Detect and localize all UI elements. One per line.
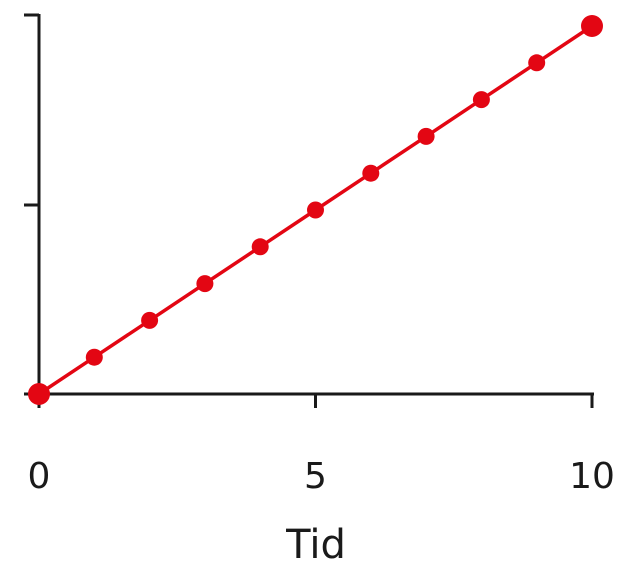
- x-axis: 0 5 10: [24, 392, 615, 497]
- data-point: [417, 127, 435, 145]
- x-tick-label: 10: [569, 456, 615, 497]
- data-point: [141, 311, 159, 329]
- data-point: [528, 54, 546, 72]
- data-point: [196, 275, 214, 293]
- x-tick-label: 0: [28, 456, 51, 497]
- data-point: [581, 15, 603, 37]
- x-tick-label: 5: [304, 456, 327, 497]
- x-axis-label: Tid: [285, 522, 346, 564]
- data-point: [362, 164, 380, 182]
- data-point: [472, 91, 490, 109]
- data-point: [307, 201, 324, 219]
- data-point: [28, 383, 50, 405]
- data-point: [85, 348, 103, 366]
- series-layer: [28, 15, 603, 405]
- data-point: [251, 238, 269, 256]
- y-axis: [24, 13, 41, 396]
